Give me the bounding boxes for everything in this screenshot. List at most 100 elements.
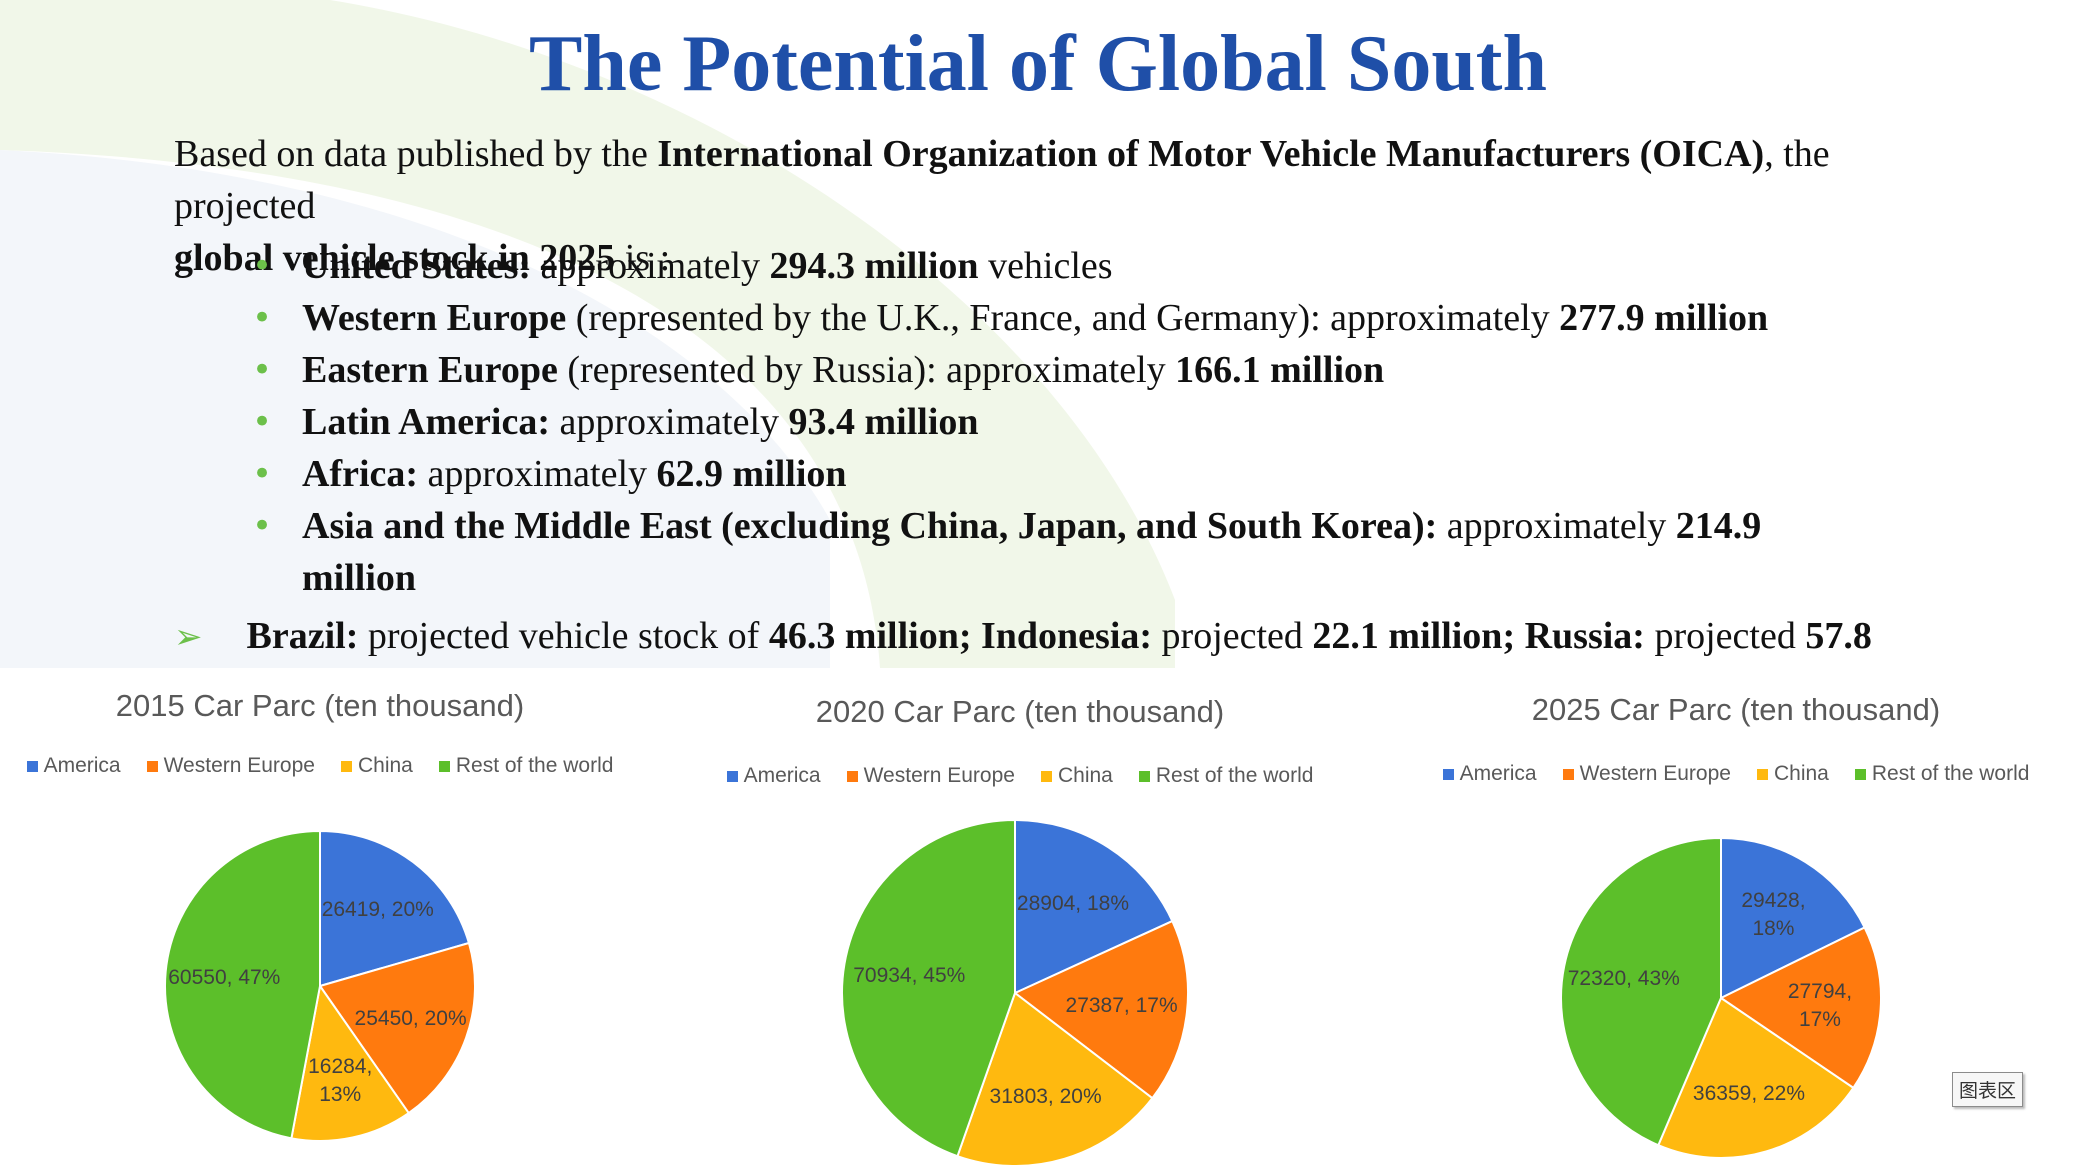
legend-label: America	[743, 764, 821, 787]
item-value: 277.9 million	[1559, 297, 1769, 339]
legend-item: Western Europe	[1562, 762, 1731, 786]
legend-swatch	[1854, 768, 1866, 780]
chart-area-tooltip: 图表区	[1952, 1072, 2024, 1107]
data-label-china: 36359, 22%	[1693, 1082, 1805, 1105]
legend-swatch	[438, 760, 450, 772]
legend-label: China	[357, 754, 413, 777]
bullet-dot-icon: •	[252, 454, 273, 494]
item-value: 294.3 million	[769, 245, 979, 287]
region-name: Asia and the Middle East (excluding Chin…	[302, 505, 1438, 547]
item-text: approximately	[550, 401, 789, 443]
legend-item: Rest of the world	[1854, 762, 2029, 786]
chart-title: 2020 Car Parc (ten thousand)	[815, 694, 1225, 729]
legend-item: Rest of the world	[438, 754, 614, 778]
legend-swatch	[1040, 770, 1052, 782]
line-text: projected vehicle stock of	[358, 615, 769, 657]
pie-slice-america	[1014, 818, 1174, 995]
legend-item: Rest of the world	[1138, 764, 1314, 788]
charts-area[interactable]: 2015 Car Parc (ten thousand) America Wes…	[0, 668, 2076, 1170]
intro-text: is :	[615, 237, 671, 279]
intro-emphasis: global vehicle stock in 2025	[174, 237, 616, 279]
legend-swatch	[340, 760, 352, 772]
legend-label: Rest of the world	[455, 754, 614, 777]
list-item: • Eastern Europe (represented by Russia):…	[250, 344, 1870, 396]
legend-item: China	[1756, 762, 1829, 786]
data-label-china: 16284, 13%	[308, 1055, 372, 1106]
chart-legend: America Western Europe China Rest of the…	[1416, 762, 2056, 786]
legend-label: America	[1459, 762, 1537, 785]
item-text: vehicles	[978, 245, 1113, 287]
legend-item: America	[726, 764, 821, 788]
data-label-rest-of-world: 72320, 43%	[1568, 967, 1680, 990]
legend-item: China	[1040, 764, 1113, 788]
region-name: Western Europe	[302, 297, 567, 339]
pie-slice-america	[319, 829, 471, 988]
country-name: Brazil:	[246, 615, 359, 657]
legend-swatch	[1138, 770, 1150, 782]
line-value: 57.8	[1805, 615, 1872, 657]
line-text: projected	[1152, 615, 1313, 657]
item-value: 214.9 million	[302, 505, 1762, 599]
chart-legend: America Western Europe China Rest of the…	[0, 754, 640, 778]
page-title: The Potential of Global South	[529, 20, 1547, 108]
line-text: projected	[1644, 615, 1806, 657]
bullet-dot-icon: •	[252, 298, 273, 338]
data-label-western-europe: 27794, 17%	[1788, 980, 1852, 1031]
pie-slice-china	[290, 983, 411, 1142]
data-label-america: 28904, 18%	[1017, 892, 1129, 915]
list-item: • Africa: approximately 62.9 million	[250, 448, 1870, 500]
legend-item: America	[1442, 762, 1537, 786]
legend-swatch	[1442, 768, 1454, 780]
legend-label: Western Europe	[163, 754, 315, 777]
legend-label: Rest of the world	[1155, 764, 1314, 787]
data-label-china: 31803, 20%	[990, 1085, 1102, 1108]
data-label-western-europe: 25450, 20%	[355, 1007, 467, 1030]
intro-text: Based on data published by the	[174, 133, 658, 175]
data-label-america: 29428, 18%	[1741, 889, 1805, 940]
chart-2020: 2020 Car Parc (ten thousand) America Wes…	[700, 668, 1340, 1170]
legend-swatch	[846, 770, 858, 782]
legend-label: America	[43, 754, 121, 777]
legend-swatch	[1756, 768, 1768, 780]
legend-label: Western Europe	[863, 764, 1015, 787]
item-text: (represented by the U.K., France, and Ge…	[566, 297, 1560, 339]
legend-swatch	[726, 770, 738, 782]
pie-slice-western-europe	[1719, 926, 1882, 1090]
pie-slice-china	[1656, 996, 1855, 1159]
legend-swatch	[146, 760, 158, 772]
legend-item: China	[340, 754, 413, 778]
pie-chart: 26419, 20% 25450, 20% 16284, 13% 60550, 47%	[164, 829, 476, 1142]
arrow-bullet-icon: ➢	[174, 617, 203, 657]
pie-slice-america	[1720, 836, 1866, 1000]
item-text: (represented by Russia): approximately	[557, 349, 1176, 391]
region-name: Eastern Europe	[302, 349, 558, 391]
region-stock-list: • United States: approximately 294.3 mill…	[250, 240, 1870, 604]
pie-chart: 28904, 18% 27387, 17% 31803, 20% 70934, 45%	[841, 818, 1189, 1167]
legend-swatch	[26, 760, 38, 772]
bullet-dot-icon: •	[252, 246, 273, 286]
region-name: United States:	[302, 245, 532, 287]
pie-slice-rest-of-world	[1560, 836, 1722, 1147]
item-text: approximately	[1437, 505, 1676, 547]
chart-title: 2025 Car Parc (ten thousand)	[1531, 692, 1941, 727]
legend-label: Western Europe	[1579, 762, 1731, 785]
item-value: 62.9 million	[656, 453, 847, 495]
data-label-america: 26419, 20%	[322, 898, 434, 921]
legend-item: America	[26, 754, 121, 778]
pie-slice-china	[956, 991, 1154, 1167]
list-item: • Asia and the Middle East (excluding Chi…	[250, 500, 1870, 604]
pie-slice-western-europe	[318, 941, 476, 1115]
item-text: approximately	[418, 453, 657, 495]
item-value: 166.1 million	[1175, 349, 1385, 391]
chart-2015: 2015 Car Parc (ten thousand) America Wes…	[0, 668, 640, 1170]
line-value: 46.3 million; Indonesia:	[768, 615, 1153, 657]
legend-label: China	[1773, 762, 1829, 785]
bullet-dot-icon: •	[252, 402, 273, 442]
region-name: Africa:	[302, 453, 419, 495]
intro-text: , the projected	[174, 133, 1830, 227]
country-projection-line: ➢ Brazil: projected vehicle stock of 46.3…	[174, 610, 2074, 670]
item-value: 93.4 million	[788, 401, 979, 443]
pie-slice-rest-of-world	[841, 818, 1016, 1158]
list-item: • Latin America: approximately 93.4 milli…	[250, 396, 1870, 448]
